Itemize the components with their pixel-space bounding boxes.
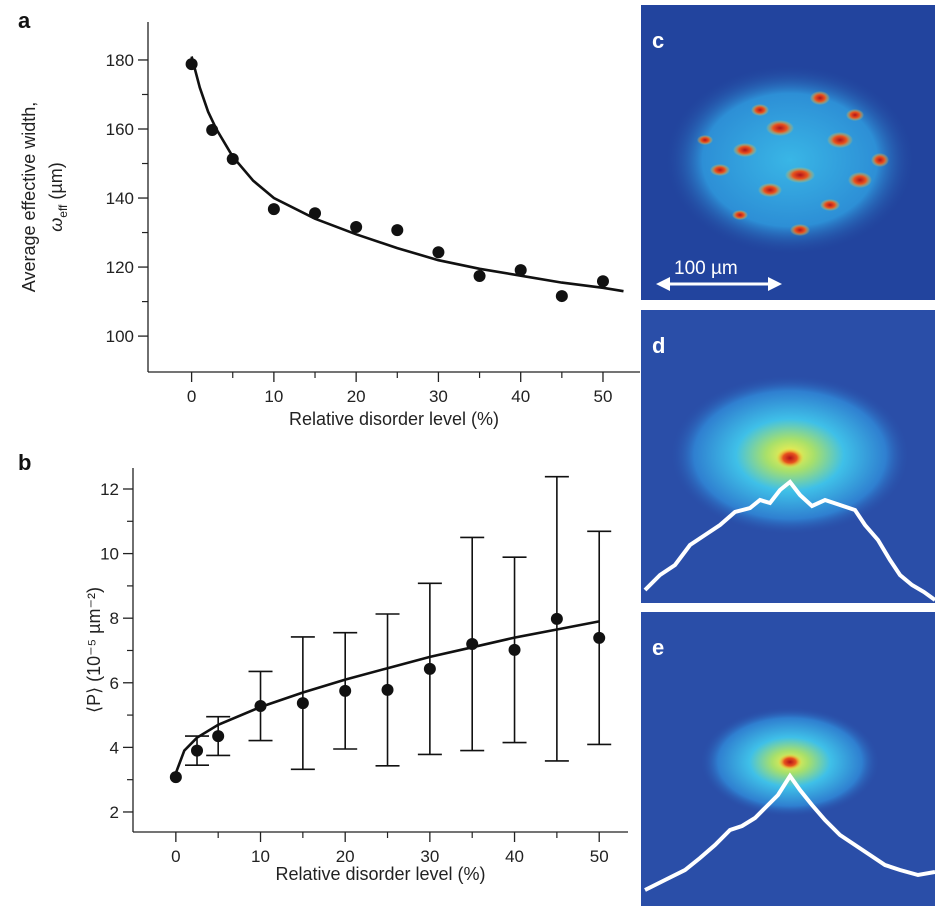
x-tick-label: 20 <box>336 847 355 866</box>
data-point <box>473 270 486 283</box>
y-tick-label: 2 <box>110 803 119 822</box>
intensity-profile <box>643 479 935 602</box>
data-point <box>550 612 563 625</box>
speckles <box>697 91 889 236</box>
y-tick-label: 12 <box>100 480 119 499</box>
y-tick-label: 10 <box>100 545 119 564</box>
y-label-unit: (µm) <box>46 162 66 199</box>
y-axis-label: Average effective width, <box>19 102 39 292</box>
image-panel-d: d <box>641 310 935 603</box>
y-tick-label: 120 <box>106 258 134 277</box>
scale-bar-arrows <box>656 277 782 291</box>
data-point <box>593 631 606 644</box>
data-point <box>212 730 225 743</box>
x-tick-label: 40 <box>505 847 524 866</box>
data-point <box>254 700 267 713</box>
data-point <box>309 207 322 220</box>
y-tick-label: 8 <box>110 609 119 628</box>
data-point <box>226 153 239 166</box>
fit-curve <box>190 56 624 293</box>
y-tick-label: 4 <box>110 738 119 757</box>
panel-label: e <box>652 635 664 660</box>
data-point <box>339 684 352 697</box>
y-tick-label: 160 <box>106 120 134 139</box>
panel-label: a <box>18 8 31 33</box>
data-point <box>185 58 198 71</box>
data-point <box>206 124 219 137</box>
x-tick-label: 50 <box>590 847 609 866</box>
y-label-symbol: ω <box>46 218 66 232</box>
intensity-profile <box>644 772 935 892</box>
y-tick-label: 100 <box>106 327 134 346</box>
x-tick-label: 20 <box>347 387 366 406</box>
panel-label: c <box>652 28 664 53</box>
image-panel-c: c 100 µm <box>641 5 935 300</box>
y-axis-label: ⟨P⟩ (10⁻⁵ µm⁻²) <box>84 587 104 713</box>
data-point <box>169 771 182 784</box>
scale-bar-label: 100 µm <box>674 258 738 279</box>
data-point <box>191 744 204 757</box>
data-point <box>432 246 445 259</box>
data-point <box>514 264 527 277</box>
intensity-peak <box>776 448 804 468</box>
x-tick-label: 30 <box>420 847 439 866</box>
panel-label: d <box>652 333 665 358</box>
x-tick-label: 30 <box>429 387 448 406</box>
data-point <box>381 683 394 696</box>
x-tick-label: 40 <box>511 387 530 406</box>
y-tick-label: 6 <box>110 674 119 693</box>
image-panel-e: e <box>641 612 935 906</box>
data-point <box>466 638 479 651</box>
data-point <box>391 224 404 237</box>
x-tick-label: 10 <box>264 387 283 406</box>
x-tick-label: 50 <box>594 387 613 406</box>
data-point <box>596 275 609 288</box>
panel-label: b <box>18 450 31 475</box>
data-point <box>267 203 280 216</box>
y-label-subscript: eff <box>56 204 70 218</box>
x-tick-label: 0 <box>187 387 196 406</box>
y-tick-label: 140 <box>106 189 134 208</box>
data-point <box>296 697 309 710</box>
data-point <box>555 290 568 303</box>
x-axis-label: Relative disorder level (%) <box>289 409 499 429</box>
data-point <box>423 662 436 675</box>
data-point <box>350 221 363 234</box>
y-tick-label: 180 <box>106 51 134 70</box>
data-point <box>508 643 521 656</box>
intensity-peak <box>778 754 802 770</box>
x-tick-label: 10 <box>251 847 270 866</box>
x-tick-label: 0 <box>171 847 180 866</box>
x-axis-label: Relative disorder level (%) <box>275 864 485 884</box>
y-axis-label-symbol: ωeff (µm) <box>46 162 70 232</box>
